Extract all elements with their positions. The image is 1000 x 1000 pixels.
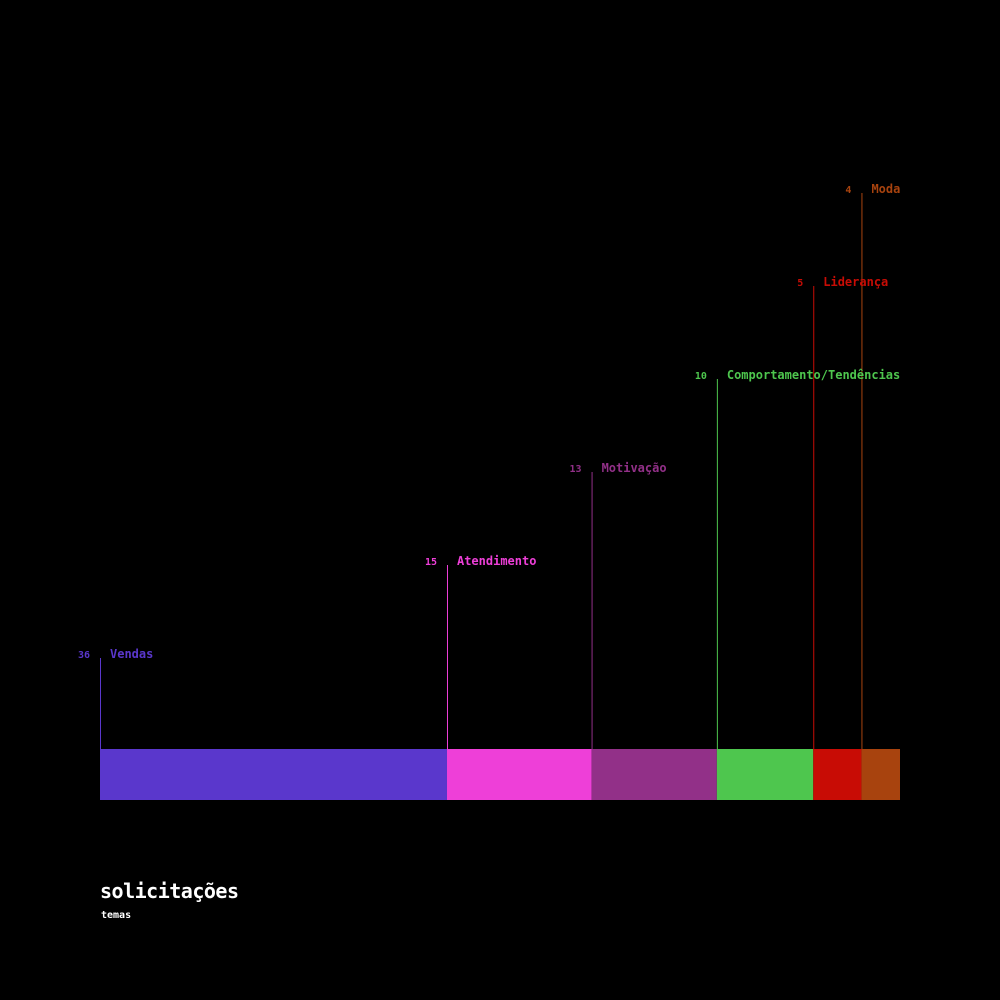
bar-segment-lideranca <box>813 749 862 800</box>
category-label-motivacao: Motivação <box>602 461 667 475</box>
bar-segment-motivacao <box>591 749 717 800</box>
value-label-comportamento-tendencias: 10 <box>695 371 707 382</box>
category-label-lideranca: Liderança <box>823 275 888 289</box>
bar-segment-comportamento-tendencias <box>716 749 814 800</box>
category-label-moda: Moda <box>871 182 900 196</box>
value-label-vendas: 36 <box>78 650 90 661</box>
value-label-motivacao: 13 <box>570 464 582 475</box>
category-label-comportamento-tendencias: Comportamento/Tendências <box>727 368 900 382</box>
category-label-atendimento: Atendimento <box>457 554 536 568</box>
bar-segment-moda <box>861 749 900 800</box>
segment-labels: 36 Vendas 15 Atendimento 13 Motivação 10 Compor… <box>78 182 900 661</box>
bar-segment-atendimento <box>446 749 592 800</box>
value-label-atendimento: 15 <box>425 557 437 568</box>
leader-lines <box>100 193 863 749</box>
bar-segments <box>100 749 900 800</box>
chart-subtitle: temas <box>101 910 132 921</box>
bar-segment-vendas <box>100 749 447 800</box>
value-label-lideranca: 5 <box>797 278 803 289</box>
category-label-vendas: Vendas <box>110 647 153 661</box>
value-label-moda: 4 <box>845 185 851 196</box>
chart-title: solicitações <box>100 879 239 903</box>
